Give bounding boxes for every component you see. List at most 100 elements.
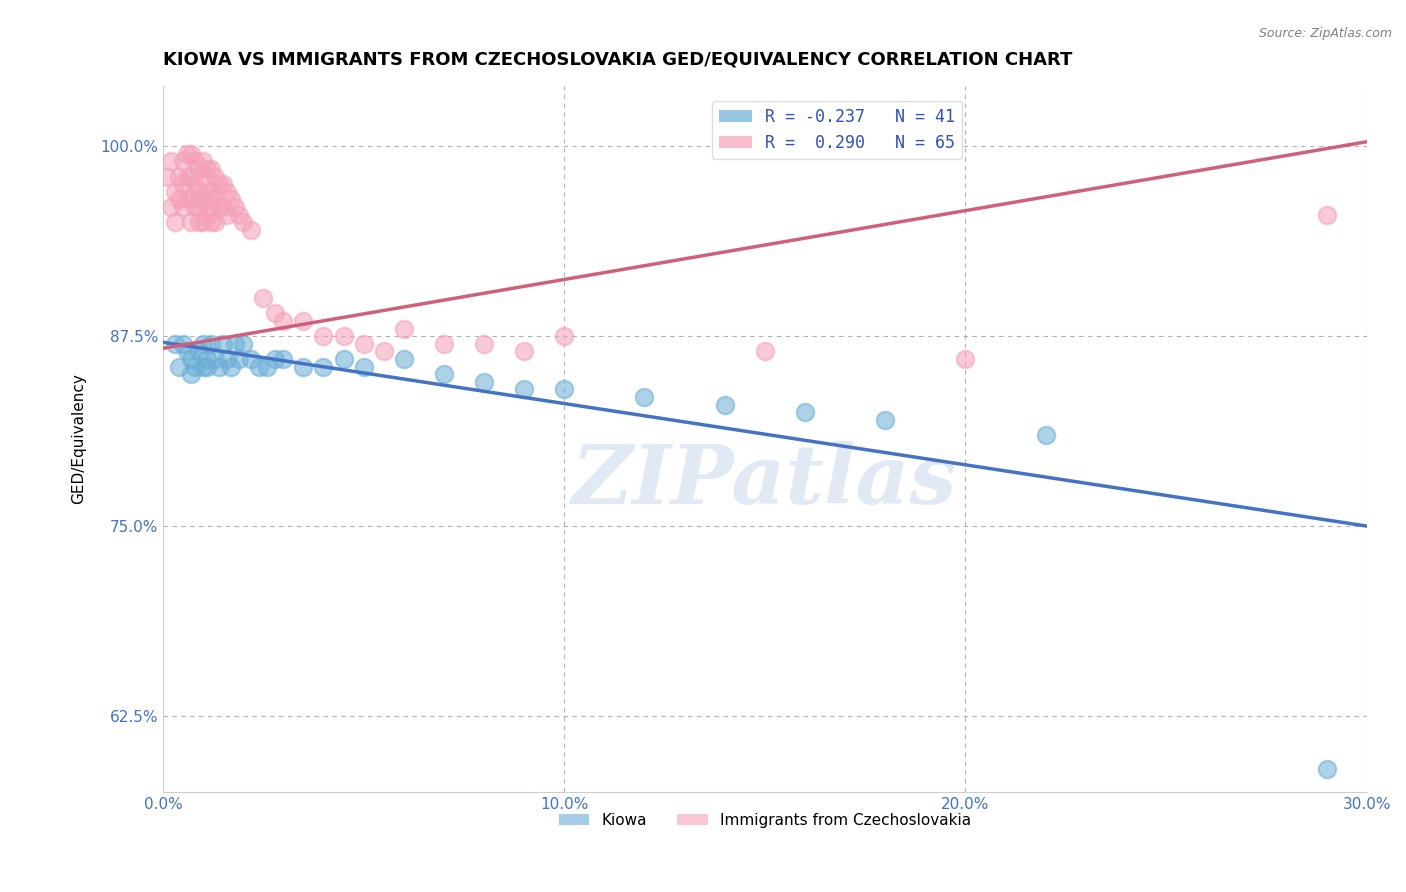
Point [353, 336, 375, 351]
Point [204, 351, 226, 366]
Point [156, 169, 179, 184]
Point [200, 185, 222, 199]
Point [200, 200, 222, 214]
Point [232, 215, 254, 229]
Point [184, 154, 207, 169]
Point [256, 359, 278, 374]
Point [224, 336, 246, 351]
Point [176, 169, 198, 184]
Point [273, 314, 295, 328]
Point [1035, 428, 1057, 442]
Point [247, 359, 270, 374]
Point [208, 178, 231, 192]
Point [191, 154, 214, 169]
Point [264, 306, 287, 320]
Text: KIOWA VS IMMIGRANTS FROM CZECHOSLOVAKIA GED/EQUIVALENCY CORRELATION CHART: KIOWA VS IMMIGRANTS FROM CZECHOSLOVAKIA … [163, 51, 1073, 69]
Point [180, 169, 202, 184]
Point [212, 178, 235, 192]
Point [184, 178, 207, 192]
Point [219, 359, 242, 374]
Point [176, 147, 198, 161]
Point [172, 154, 194, 169]
Point [200, 162, 222, 177]
Point [184, 359, 207, 374]
Point [633, 390, 655, 404]
Point [513, 344, 536, 359]
Legend: Kiowa, Immigrants from Czechoslovakia: Kiowa, Immigrants from Czechoslovakia [553, 806, 977, 834]
Point [217, 208, 239, 222]
Point [195, 351, 218, 366]
Point [553, 383, 575, 397]
Point [252, 291, 274, 305]
Point [195, 359, 218, 374]
Point [188, 185, 211, 199]
Point [184, 200, 207, 214]
Point [433, 336, 456, 351]
Point [200, 215, 222, 229]
Point [264, 351, 287, 366]
Point [195, 208, 218, 222]
Point [955, 351, 977, 366]
Point [875, 413, 897, 427]
Point [240, 351, 263, 366]
Point [172, 336, 194, 351]
Point [472, 336, 495, 351]
Point [195, 185, 218, 199]
Point [353, 359, 375, 374]
Point [208, 359, 231, 374]
Point [195, 162, 218, 177]
Point [180, 193, 202, 207]
Point [240, 223, 263, 237]
Point [204, 215, 226, 229]
Point [160, 200, 183, 214]
Point [332, 329, 354, 343]
Point [180, 147, 202, 161]
Point [200, 336, 222, 351]
Point [513, 383, 536, 397]
Point [224, 200, 246, 214]
Point [228, 208, 250, 222]
Point [392, 351, 415, 366]
Point [163, 336, 186, 351]
Point [167, 193, 190, 207]
Point [163, 215, 186, 229]
Point [472, 375, 495, 389]
Point [176, 344, 198, 359]
Point [204, 193, 226, 207]
Point [553, 329, 575, 343]
Point [180, 351, 202, 366]
Point [292, 359, 315, 374]
Point [163, 185, 186, 199]
Point [191, 215, 214, 229]
Point [392, 321, 415, 335]
Point [172, 178, 194, 192]
Point [212, 200, 235, 214]
Point [373, 344, 395, 359]
Point [172, 200, 194, 214]
Point [167, 169, 190, 184]
Point [208, 200, 231, 214]
Point [1316, 762, 1339, 776]
Point [180, 367, 202, 381]
Point [188, 200, 211, 214]
Point [191, 359, 214, 374]
Point [754, 344, 776, 359]
Point [292, 314, 315, 328]
Point [794, 405, 817, 419]
Point [312, 329, 335, 343]
Y-axis label: GED/Equivalency: GED/Equivalency [72, 373, 86, 504]
Text: Source: ZipAtlas.com: Source: ZipAtlas.com [1258, 27, 1392, 40]
Point [188, 344, 211, 359]
Point [191, 336, 214, 351]
Point [217, 185, 239, 199]
Point [312, 359, 335, 374]
Point [232, 336, 254, 351]
Text: ZIPatlas: ZIPatlas [572, 442, 957, 521]
Point [1316, 208, 1339, 222]
Point [180, 215, 202, 229]
Point [433, 367, 456, 381]
Point [191, 169, 214, 184]
Point [167, 359, 190, 374]
Point [332, 351, 354, 366]
Point [217, 351, 239, 366]
